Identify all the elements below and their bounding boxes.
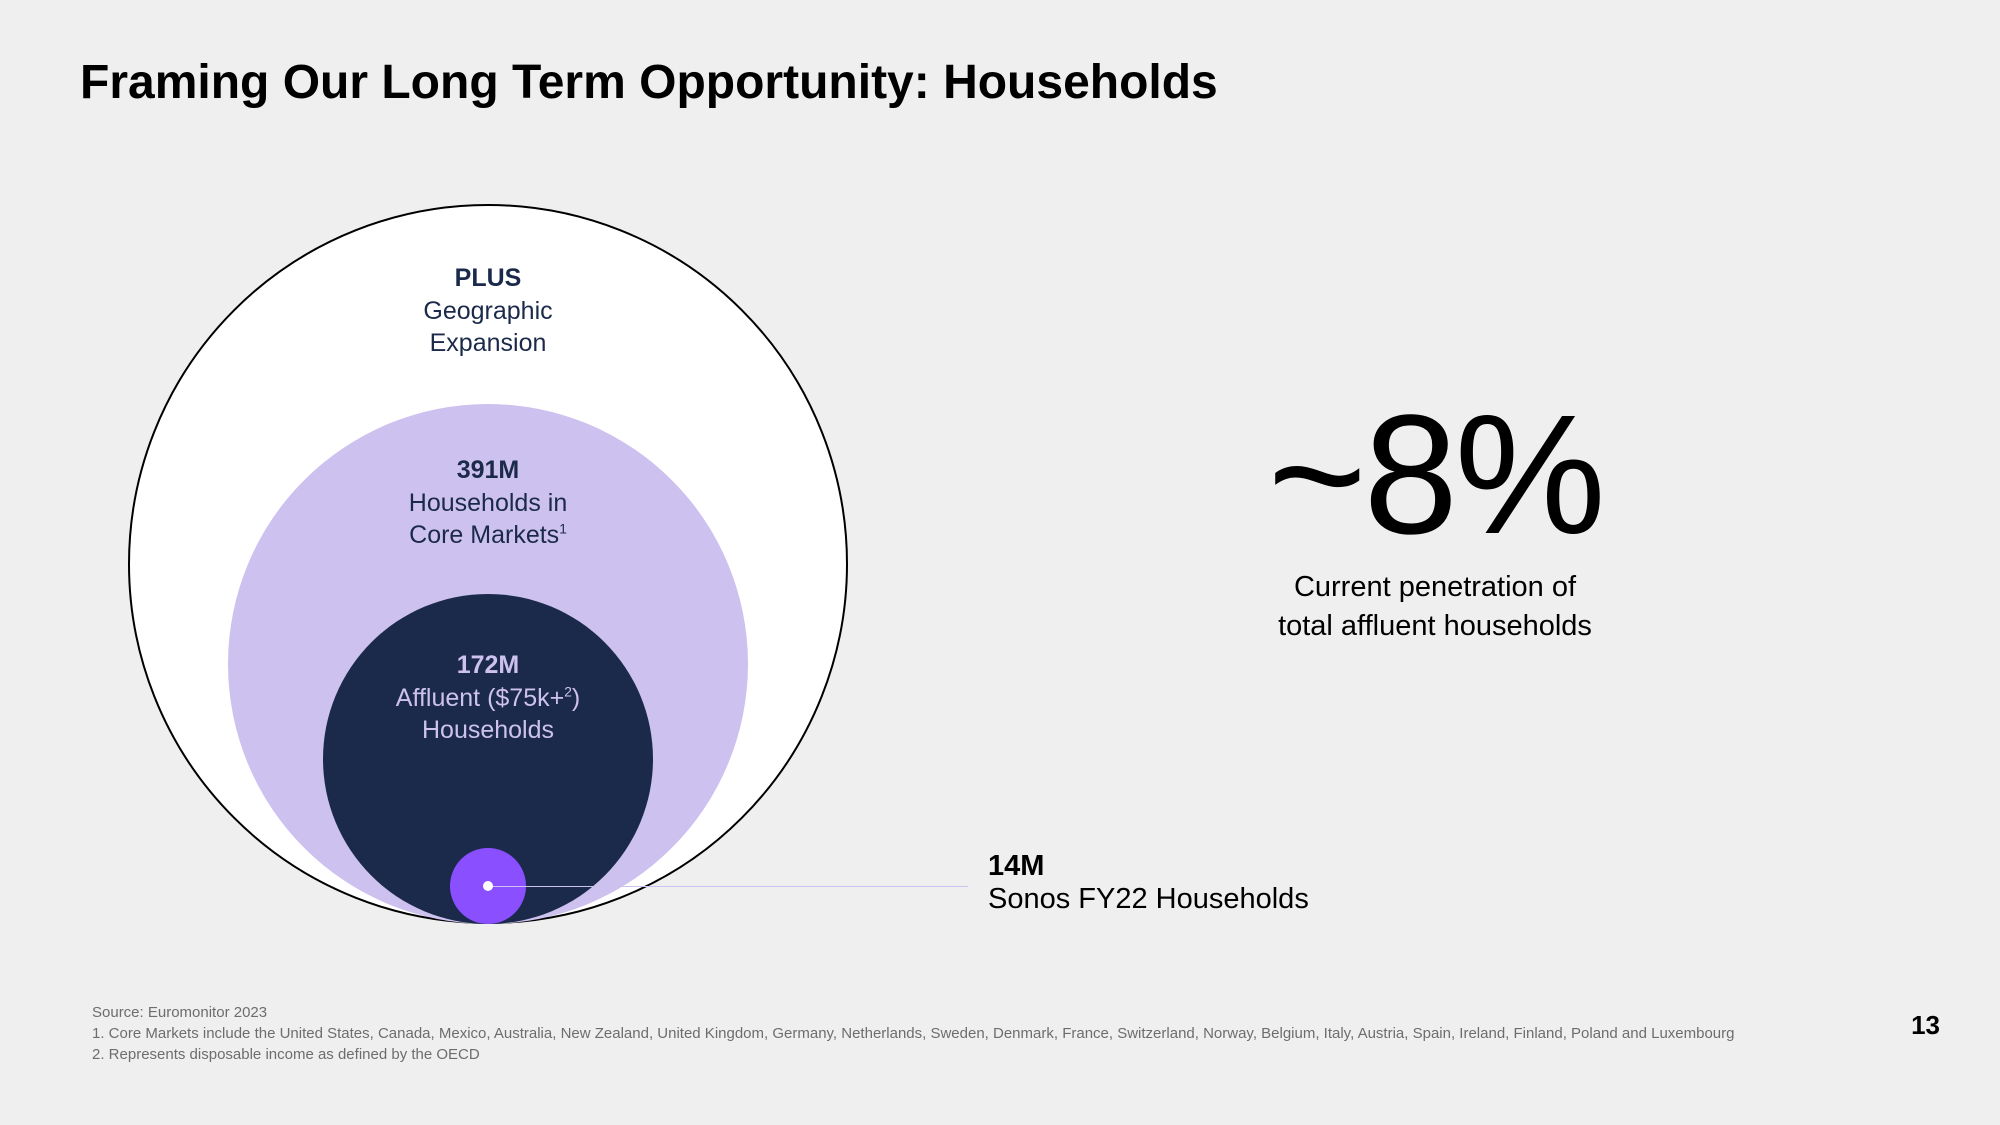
outer-label-line2: Expansion: [308, 327, 668, 360]
inner-label-line1: Affluent ($75k+2): [308, 682, 668, 715]
footnote-2: 2. Represents disposable income as defin…: [92, 1044, 1880, 1065]
outer-label-line1: Geographic: [308, 295, 668, 328]
callout-subtitle: Sonos FY22 Households: [988, 883, 1309, 916]
middle-label-line2: Core Markets1: [308, 519, 668, 552]
outer-label-title: PLUS: [308, 262, 668, 295]
stat-sub2: total affluent households: [1170, 607, 1700, 646]
page-title: Framing Our Long Term Opportunity: House…: [80, 55, 1218, 110]
stat-block: ~8% Current penetration of total affluen…: [1170, 390, 1700, 646]
page-number: 13: [1911, 1010, 1940, 1041]
middle-label: 391M Households in Core Markets1: [308, 454, 668, 552]
footnotes: Source: Euromonitor 2023 1. Core Markets…: [92, 1002, 1880, 1065]
inner-label-line2: Households: [308, 714, 668, 747]
inner-label: 172M Affluent ($75k+2) Households: [308, 649, 668, 747]
footnote-source: Source: Euromonitor 2023: [92, 1002, 1880, 1023]
stat-sub1: Current penetration of: [1170, 568, 1700, 607]
outer-label: PLUS Geographic Expansion: [308, 262, 668, 360]
callout-title: 14M: [988, 850, 1309, 883]
middle-label-line1: Households in: [308, 487, 668, 520]
inner-label-title: 172M: [308, 649, 668, 682]
stat-value: ~8%: [1170, 390, 1700, 560]
callout: 14M Sonos FY22 Households: [988, 850, 1309, 916]
pointer-line: [488, 886, 968, 887]
footnote-1: 1. Core Markets include the United State…: [92, 1023, 1880, 1044]
pointer-dot: [483, 881, 493, 891]
middle-label-title: 391M: [308, 454, 668, 487]
